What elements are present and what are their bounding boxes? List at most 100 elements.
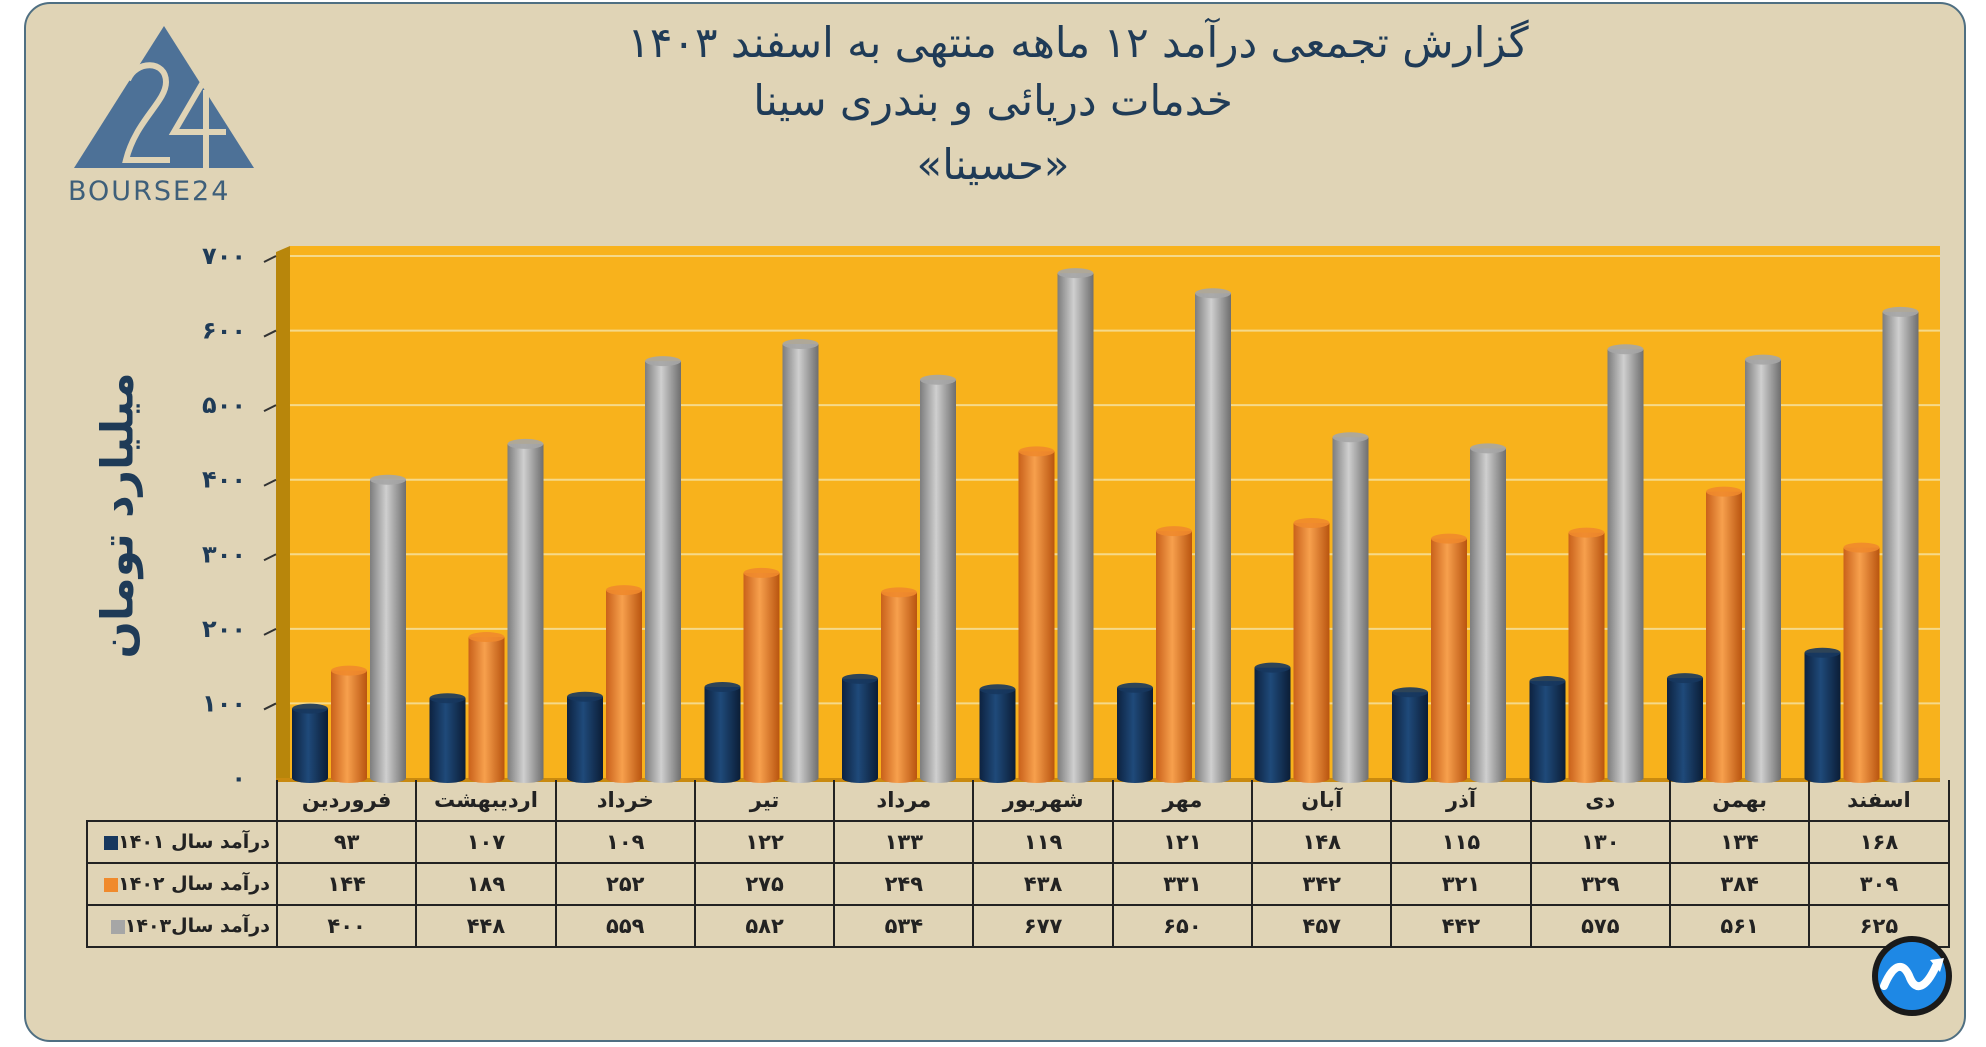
plot-side-wall <box>276 246 290 778</box>
bar-cap <box>1156 526 1192 537</box>
bar-cap <box>1529 676 1566 687</box>
bar-cap <box>979 684 1016 695</box>
data-label: ۱۰۹ <box>554 820 696 864</box>
legend-label: درآمد سال ۱۴۰۱ <box>118 831 270 853</box>
bar <box>1568 527 1605 783</box>
bar-cap <box>920 374 956 385</box>
bar-body <box>704 687 741 778</box>
bar-body <box>1529 681 1566 778</box>
bar-cap <box>1706 486 1742 497</box>
month-label: مهر <box>1111 780 1254 822</box>
legend-label: درآمد سال۱۴۰۳ <box>124 915 270 937</box>
month-label: دی <box>1529 780 1671 822</box>
title-line-2: خدمات دریائی و بندری سینا <box>753 76 1233 125</box>
bar <box>704 682 741 783</box>
bar <box>920 374 956 783</box>
bar <box>1392 687 1428 783</box>
table-header-row: فروردین اردیبهشت خرداد تیر مرداد شهریور مهر آبا… <box>87 780 1950 822</box>
bar-cap <box>1332 432 1369 443</box>
bar-body <box>1392 692 1428 778</box>
month-label: اردیبهشت <box>415 780 557 822</box>
bar-cap <box>1470 443 1506 454</box>
data-label: ۵۷۵ <box>1529 904 1671 948</box>
bar-body <box>881 592 917 778</box>
bar-body <box>1057 273 1094 778</box>
bar <box>1293 517 1330 783</box>
bar-cap <box>429 693 466 704</box>
data-label: ۴۵۷ <box>1251 904 1393 948</box>
data-label: ۳۸۴ <box>1668 862 1811 906</box>
bar-body <box>1332 437 1369 778</box>
bar-body <box>842 678 878 778</box>
bar <box>507 438 544 783</box>
bar <box>1529 676 1566 783</box>
month-label: شهریور <box>972 780 1114 822</box>
bar-cap <box>507 438 544 449</box>
y-tick-label: ۵۰۰ <box>202 391 246 419</box>
bar <box>567 691 603 783</box>
bar-body <box>645 361 681 778</box>
bar-body <box>1470 448 1506 778</box>
bar-cap <box>1195 288 1231 299</box>
bar <box>1667 673 1703 783</box>
data-label: ۱۲۱ <box>1111 820 1254 864</box>
bar-cap <box>842 673 878 684</box>
bar-body <box>1156 531 1192 778</box>
title-line-3: «حسینا» <box>916 140 1070 189</box>
data-label: ۱۱۹ <box>972 820 1114 864</box>
y-tick-label: ۷۰۰ <box>202 242 246 270</box>
data-label: ۱۳۴ <box>1668 820 1811 864</box>
bar <box>468 632 505 783</box>
bar <box>1254 662 1291 783</box>
data-label: ۶۵۰ <box>1111 904 1254 948</box>
bar-cap <box>370 474 406 485</box>
bar <box>1607 344 1644 783</box>
bar-body <box>1667 678 1703 778</box>
bar-body <box>1568 532 1605 778</box>
bar-body <box>429 698 466 778</box>
data-label: ۳۳۱ <box>1111 862 1254 906</box>
y-tick-label: ۰ <box>231 764 246 792</box>
bar-cap <box>1018 446 1055 457</box>
y-tick-label: ۳۰۰ <box>202 540 246 568</box>
legend-swatch <box>110 919 125 934</box>
y-tick-label: ۶۰۰ <box>202 317 246 345</box>
bar <box>743 567 780 783</box>
bar-cap <box>606 585 642 596</box>
bar <box>1843 542 1880 783</box>
table-corner-cell <box>87 780 277 821</box>
bar-body <box>920 379 956 778</box>
bar-cap <box>1117 682 1153 693</box>
bar <box>1804 647 1841 783</box>
month-label: بهمن <box>1668 780 1811 822</box>
plot-background <box>290 246 1940 778</box>
legend-entry: درآمد سال ۱۴۰۲ <box>86 862 278 906</box>
legend-entry: درآمد سال ۱۴۰۱ <box>86 820 278 864</box>
bourse24-logo <box>74 26 254 168</box>
bar-cap <box>743 567 780 578</box>
bar-cap <box>567 691 603 702</box>
bar-body <box>1843 547 1880 778</box>
data-label: ۱۱۵ <box>1390 820 1532 864</box>
legend-label: درآمد سال ۱۴۰۲ <box>118 873 270 895</box>
y-tick-label: ۱۰۰ <box>202 689 246 717</box>
bar-cap <box>1804 647 1841 658</box>
data-label: ۳۲۱ <box>1390 862 1532 906</box>
bar-body <box>1882 311 1919 778</box>
data-label: ۲۴۹ <box>833 862 975 906</box>
bar <box>1431 533 1467 783</box>
bar <box>1117 682 1153 783</box>
data-label: ۱۲۲ <box>693 820 836 864</box>
bar-cap <box>1745 354 1781 365</box>
bar <box>292 703 328 783</box>
y-tick-mark <box>263 404 277 413</box>
bar-body <box>1706 491 1742 778</box>
bar-body <box>1293 522 1330 778</box>
bar-cap <box>645 356 681 367</box>
bar <box>1156 526 1192 783</box>
data-label: ۳۴۲ <box>1251 862 1393 906</box>
data-label: ۲۵۲ <box>554 862 696 906</box>
data-label: ۱۶۸ <box>1808 820 1950 864</box>
bar-body <box>1431 538 1467 778</box>
data-label: ۵۳۴ <box>833 904 975 948</box>
